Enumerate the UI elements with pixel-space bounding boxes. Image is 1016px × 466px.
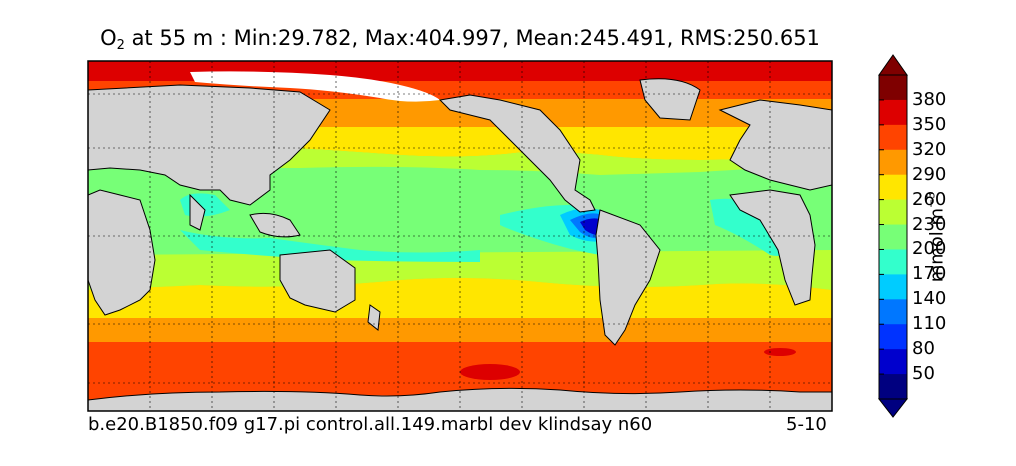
- title-variable-subscript: 2: [116, 38, 125, 53]
- colorbar-band: [879, 124, 907, 151]
- patch-southern-ocean-350: [460, 364, 520, 380]
- colorbar-band: [879, 199, 907, 226]
- land-south-america: [595, 209, 661, 346]
- colorbar: [877, 54, 909, 418]
- zone-indian-pacific-200: [180, 230, 480, 262]
- colorbar-tick-320: 320: [912, 138, 947, 160]
- arctic-sea-ice: [190, 71, 440, 102]
- colorbar-tick-170: 170: [912, 263, 947, 285]
- ocean-o2-map: [88, 61, 832, 411]
- land-masses: [88, 78, 832, 411]
- colorbar-tick-350: 350: [912, 113, 947, 135]
- colorbar-band: [879, 374, 907, 400]
- colorbar-tick-290: 290: [912, 163, 947, 185]
- colorbar-band: [879, 224, 907, 250]
- land-eurasia: [88, 84, 331, 206]
- land-greenland: [639, 78, 701, 121]
- colorbar-tick-260: 260: [912, 188, 947, 210]
- map-frame: [87, 60, 833, 412]
- land-antarctica: [88, 387, 832, 411]
- title-variable: O: [100, 26, 117, 50]
- land-indonesia: [249, 212, 301, 238]
- colorbar-band: [879, 174, 907, 201]
- colorbar-tick-110: 110: [912, 313, 947, 335]
- land-india: [189, 193, 206, 231]
- land-north-america: [438, 94, 596, 213]
- year-range: 5-10: [786, 414, 827, 435]
- colorbar-band: [879, 99, 907, 126]
- colorbar-band: [879, 75, 907, 101]
- colorbar-band: [879, 149, 907, 176]
- land-africa-east: [88, 189, 156, 316]
- patch-atlantic-sector-350: [764, 348, 796, 356]
- colorbar-frame: [878, 74, 908, 400]
- colorbar-under-arrow: [877, 398, 909, 418]
- colorbar-tick-200: 200: [912, 238, 947, 260]
- colorbar-band: [879, 249, 907, 275]
- graticule: [88, 61, 832, 411]
- colorbar-tick-50: 50: [912, 363, 935, 385]
- colorbar-band: [879, 274, 907, 300]
- case-name: b.e20.B1850.f09 g17.pi control.all.149.m…: [88, 414, 653, 435]
- colorbar-band: [879, 324, 907, 350]
- land-europe: [718, 99, 832, 191]
- colorbar-band: [879, 349, 907, 375]
- land-new-zealand: [367, 304, 381, 331]
- plot-title: O2 at 55 m : Min:29.782, Max:404.997, Me…: [0, 26, 920, 53]
- colorbar-tick-140: 140: [912, 288, 947, 310]
- colorbar-tick-230: 230: [912, 213, 947, 235]
- colorbar-band: [879, 299, 907, 325]
- colorbar-over-arrow: [878, 54, 908, 76]
- colorbar-tick-80: 80: [912, 338, 935, 360]
- land-africa-west: [729, 189, 816, 306]
- title-stats: at 55 m : Min:29.782, Max:404.997, Mean:…: [124, 26, 820, 50]
- colorbar-tick-380: 380: [912, 88, 947, 110]
